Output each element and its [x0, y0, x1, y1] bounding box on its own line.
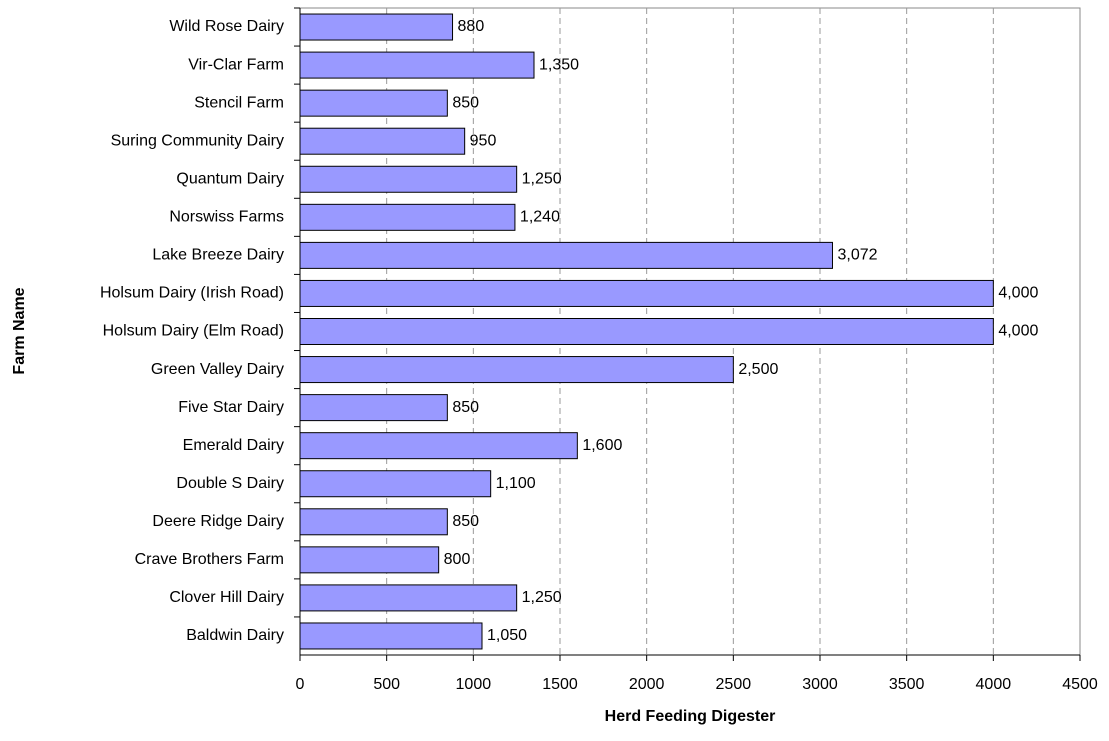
- y-tick-label: Wild Rose Dairy: [169, 18, 284, 35]
- value-label: 1,250: [522, 170, 562, 187]
- bar: [299, 51, 535, 79]
- y-tick-label: Holsum Dairy (Irish Road): [100, 285, 284, 302]
- x-tick-label: 4000: [976, 676, 1012, 693]
- x-tick-label: 4500: [1062, 676, 1098, 693]
- y-tick-label: Green Valley Dairy: [151, 361, 284, 378]
- y-tick-label: Quantum Dairy: [176, 170, 284, 187]
- value-label: 1,350: [539, 56, 579, 73]
- bar: [299, 394, 448, 422]
- value-label: 850: [452, 399, 479, 416]
- bar: [299, 546, 440, 574]
- x-tick-label: 2000: [629, 676, 665, 693]
- y-tick-label: Lake Breeze Dairy: [152, 247, 284, 264]
- y-axis-title: Farm Name: [11, 287, 28, 374]
- value-label: 880: [458, 18, 485, 35]
- x-tick-label: 2500: [716, 676, 752, 693]
- y-tick-label: Deere Ridge Dairy: [152, 513, 284, 530]
- value-label: 1,100: [496, 475, 536, 492]
- bar: [299, 279, 994, 307]
- value-label: 850: [452, 513, 479, 530]
- y-tick-label: Stencil Farm: [194, 94, 284, 111]
- bar: [299, 432, 578, 460]
- bar: [299, 165, 518, 193]
- x-axis-title: Herd Feeding Digester: [605, 708, 776, 725]
- bar: [299, 13, 454, 41]
- y-tick-label: Double S Dairy: [176, 475, 284, 492]
- bar: [299, 241, 833, 269]
- value-label: 1,600: [582, 437, 622, 454]
- y-tick-label: Crave Brothers Farm: [135, 551, 284, 568]
- x-tick-label: 3000: [802, 676, 838, 693]
- bar: [299, 470, 492, 498]
- bar: [299, 622, 483, 650]
- bar: [299, 89, 448, 117]
- value-label: 1,240: [520, 209, 560, 226]
- y-tick-label: Baldwin Dairy: [186, 627, 284, 644]
- value-label: 950: [470, 132, 497, 149]
- x-tick-label: 0: [296, 676, 305, 693]
- y-tick-label: Holsum Dairy (Elm Road): [103, 323, 284, 340]
- value-label: 850: [452, 94, 479, 111]
- bar: [299, 318, 994, 345]
- x-tick-label: 1000: [456, 676, 492, 693]
- value-label: 2,500: [738, 361, 778, 378]
- y-tick-label: Norswiss Farms: [169, 209, 284, 226]
- value-label: 4,000: [998, 285, 1038, 302]
- bar: [299, 356, 734, 384]
- value-label: 3,072: [837, 247, 877, 264]
- x-tick-label: 500: [373, 676, 400, 693]
- y-tick-label: Vir-Clar Farm: [188, 56, 284, 73]
- y-tick-label: Five Star Dairy: [178, 399, 284, 416]
- bar: [299, 203, 516, 231]
- y-tick-label: Clover Hill Dairy: [169, 589, 284, 606]
- value-label: 1,050: [487, 627, 527, 644]
- bar: [299, 508, 448, 536]
- bar: [299, 584, 518, 612]
- x-tick-label: 3500: [889, 676, 925, 693]
- bar: [299, 127, 466, 155]
- y-tick-label: Emerald Dairy: [183, 437, 284, 454]
- x-tick-label: 1500: [542, 676, 578, 693]
- value-label: 1,250: [522, 589, 562, 606]
- value-label: 800: [444, 551, 471, 568]
- value-label: 4,000: [998, 323, 1038, 340]
- y-tick-label: Suring Community Dairy: [111, 132, 284, 149]
